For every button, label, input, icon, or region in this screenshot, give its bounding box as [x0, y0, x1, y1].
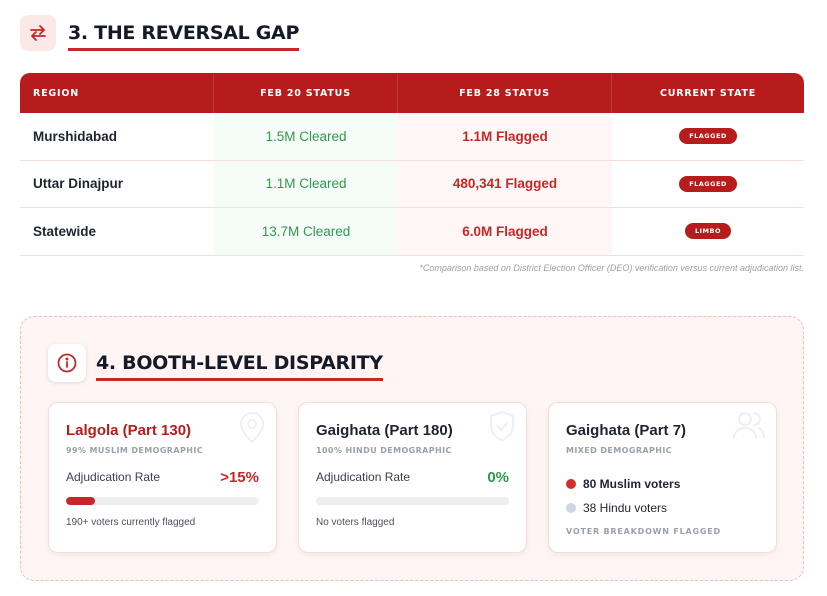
progress-fill	[66, 497, 95, 505]
card-subtitle: 100% HINDU DEMOGRAPHIC	[316, 446, 452, 455]
location-pin-icon	[238, 410, 266, 449]
region-cell: Statewide	[33, 223, 97, 239]
table-row: Murshidabad 1.5M Cleared 1.1M Flagged FL…	[20, 113, 804, 161]
voter-row-hindu: 38 Hindu voters	[566, 501, 667, 515]
section3-title: 3. THE REVERSAL GAP	[68, 22, 299, 51]
card-note: 190+ voters currently flagged	[66, 517, 196, 528]
table-header: REGION FEB 20 STATUS FEB 28 STATUS CURRE…	[20, 73, 804, 113]
header-region: REGION	[20, 73, 214, 113]
feb28-cell: 6.0M Flagged	[398, 208, 612, 255]
adjudication-progress-bar	[66, 497, 259, 505]
rate-label: Adjudication Rate	[316, 470, 411, 484]
status-badge: FLAGGED	[679, 175, 737, 192]
feb28-cell: 480,341 Flagged	[398, 160, 612, 207]
table-footnote: *Comparison based on District Election O…	[419, 263, 804, 273]
card-title: Lalgola (Part 130)	[66, 422, 192, 439]
adjudication-progress-bar	[316, 497, 509, 505]
info-circle-icon	[48, 344, 86, 382]
card-subtitle: 99% MUSLIM DEMOGRAPHIC	[66, 446, 203, 455]
booth-card-gaighata-7: Gaighata (Part 7) MIXED DEMOGRAPHIC 80 M…	[548, 402, 777, 553]
feb20-cell: 1.5M Cleared	[214, 113, 398, 160]
card-footer: VOTER BREAKDOWN FLAGGED	[566, 527, 721, 536]
grey-dot-icon	[566, 503, 576, 513]
status-badge: FLAGGED	[679, 128, 737, 145]
users-icon	[732, 410, 766, 445]
feb20-cell: 13.7M Cleared	[214, 208, 398, 255]
feb20-cell: 1.1M Cleared	[214, 160, 398, 207]
rate-label: Adjudication Rate	[66, 470, 161, 484]
section3-header: 3. THE REVERSAL GAP	[20, 15, 299, 51]
table-row: Statewide 13.7M Cleared 6.0M Flagged LIM…	[20, 208, 804, 256]
card-subtitle: MIXED DEMOGRAPHIC	[566, 446, 672, 455]
card-title: Gaighata (Part 180)	[316, 422, 453, 439]
shield-check-icon	[488, 410, 516, 447]
swap-arrows-icon	[20, 15, 56, 51]
reversal-gap-table: REGION FEB 20 STATUS FEB 28 STATUS CURRE…	[20, 73, 804, 256]
rate-value: 0%	[487, 469, 509, 486]
voter-count-label: 80 Muslim voters	[583, 477, 681, 491]
header-feb20: FEB 20 STATUS	[214, 73, 398, 113]
booth-disparity-section: 4. BOOTH-LEVEL DISPARITY Lalgola (Part 1…	[20, 316, 804, 581]
booth-card-lalgola: Lalgola (Part 130) 99% MUSLIM DEMOGRAPHI…	[48, 402, 277, 553]
status-badge: LIMBO	[684, 223, 731, 240]
region-cell: Murshidabad	[33, 128, 118, 144]
rate-value: >15%	[220, 469, 259, 486]
region-cell: Uttar Dinajpur	[33, 176, 124, 192]
header-current-state: CURRENT STATE	[659, 87, 757, 99]
card-title: Gaighata (Part 7)	[566, 422, 687, 439]
table-row: Uttar Dinajpur 1.1M Cleared 480,341 Flag…	[20, 160, 804, 208]
header-feb28: FEB 28 STATUS	[398, 73, 612, 113]
booth-card-gaighata-180: Gaighata (Part 180) 100% HINDU DEMOGRAPH…	[298, 402, 527, 553]
section4-title: 4. BOOTH-LEVEL DISPARITY	[96, 352, 383, 381]
voter-count-label: 38 Hindu voters	[583, 501, 668, 515]
feb28-cell: 1.1M Flagged	[398, 113, 612, 160]
section4-header: 4. BOOTH-LEVEL DISPARITY	[48, 344, 383, 382]
red-dot-icon	[566, 479, 576, 489]
voter-row-muslim: 80 Muslim voters	[566, 477, 680, 491]
card-note: No voters flagged	[316, 517, 395, 528]
